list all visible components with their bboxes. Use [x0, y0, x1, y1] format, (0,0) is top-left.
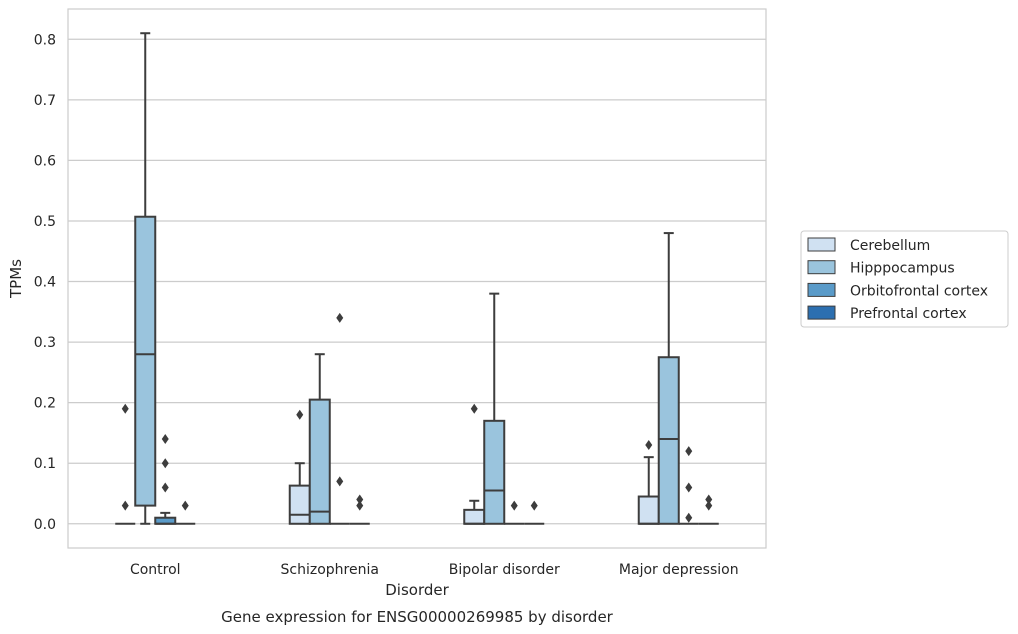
box-mark — [698, 494, 719, 525]
legend-swatch — [807, 305, 836, 320]
outlier-point — [705, 494, 713, 505]
x-tick-label: Bipolar disorder — [449, 562, 560, 578]
y-axis-label: TPMs — [7, 259, 25, 299]
outlier-point — [336, 312, 344, 323]
y-tick-label: 0.4 — [34, 275, 56, 291]
outlier-point — [121, 500, 129, 511]
legend-item: Prefrontal cortex — [807, 305, 967, 322]
x-tick-label: Major depression — [619, 562, 739, 578]
y-tick-label: 0.3 — [34, 335, 56, 351]
box-mark — [154, 433, 177, 525]
box-body — [483, 419, 506, 525]
y-tick-label: 0.0 — [34, 517, 56, 533]
y-tick-label: 0.1 — [34, 456, 56, 472]
box-mark — [678, 446, 699, 525]
legend-swatch — [807, 260, 836, 275]
legend-frame — [800, 230, 1009, 328]
series-hipppocampus — [134, 32, 680, 525]
x-axis-ticks: Control Schizophrenia Bipolar disorder Majo… — [130, 562, 739, 578]
box-mark — [134, 32, 157, 525]
legend-item: Hipppocampus — [807, 260, 955, 277]
outlier-point — [161, 433, 169, 444]
box-mark — [115, 403, 136, 525]
outlier-point — [645, 440, 653, 451]
box-mark — [349, 494, 370, 525]
box-mark — [524, 500, 545, 525]
y-tick-label: 0.6 — [34, 153, 56, 169]
outlier-point — [510, 500, 518, 511]
box-mark — [288, 409, 311, 525]
legend-items: Cerebellum Hipppocampus Orbitofrontal cort… — [807, 237, 988, 322]
outlier-point — [161, 482, 169, 493]
outlier-point — [356, 494, 364, 505]
outlier-point — [296, 409, 304, 420]
legend-label: Orbitofrontal cortex — [850, 283, 988, 299]
legend-swatch — [807, 282, 836, 297]
box-body — [463, 508, 486, 525]
outlier-point — [685, 482, 693, 493]
y-tick-label: 0.8 — [34, 32, 56, 48]
outlier-point — [530, 500, 538, 511]
box-body — [308, 398, 331, 525]
legend-item: Orbitofrontal cortex — [807, 282, 988, 299]
y-tick-label: 0.7 — [34, 93, 56, 109]
legend-item: Cerebellum — [807, 237, 930, 254]
x-tick-label: Schizophrenia — [281, 562, 379, 578]
series-prefrontal-cortex — [175, 494, 719, 525]
series-orbitofrontal-cortex — [154, 312, 699, 525]
outlier-point — [356, 500, 364, 511]
x-tick-label: Control — [130, 562, 181, 578]
outlier-point — [121, 403, 129, 414]
series-cerebellum — [115, 403, 660, 525]
outlier-point — [181, 500, 189, 511]
box-body — [637, 495, 660, 525]
box-mark — [483, 292, 506, 525]
outlier-point — [470, 403, 478, 414]
y-axis-ticks: 0.0 0.1 0.2 0.3 0.4 0.5 0.6 0.7 0.8 — [34, 32, 56, 532]
legend: Cerebellum Hipppocampus Orbitofrontal cort… — [800, 230, 1009, 328]
box-mark — [175, 500, 196, 525]
grid-lines — [68, 38, 766, 525]
legend-label: Prefrontal cortex — [850, 306, 967, 322]
plot-area-frame — [67, 8, 767, 549]
x-axis-label: Disorder — [385, 581, 449, 599]
box-series — [115, 32, 719, 525]
box-mark — [637, 440, 660, 525]
legend-swatch — [807, 237, 836, 252]
box-mark — [329, 312, 350, 525]
outlier-point — [685, 446, 693, 457]
box-mark — [308, 353, 331, 525]
box-body — [134, 215, 157, 507]
y-tick-label: 0.2 — [34, 396, 56, 412]
outlier-point — [705, 500, 713, 511]
box-body — [657, 356, 680, 525]
legend-label: Cerebellum — [850, 238, 930, 254]
outlier-point — [336, 476, 344, 487]
box-body — [288, 484, 311, 525]
y-tick-label: 0.5 — [34, 214, 56, 230]
outlier-point — [161, 458, 169, 469]
legend-label: Hipppocampus — [850, 261, 955, 277]
outlier-point — [685, 512, 693, 523]
box-mark — [504, 500, 525, 525]
box-mark — [657, 232, 680, 525]
chart-caption: Gene expression for ENSG00000269985 by d… — [221, 608, 614, 626]
